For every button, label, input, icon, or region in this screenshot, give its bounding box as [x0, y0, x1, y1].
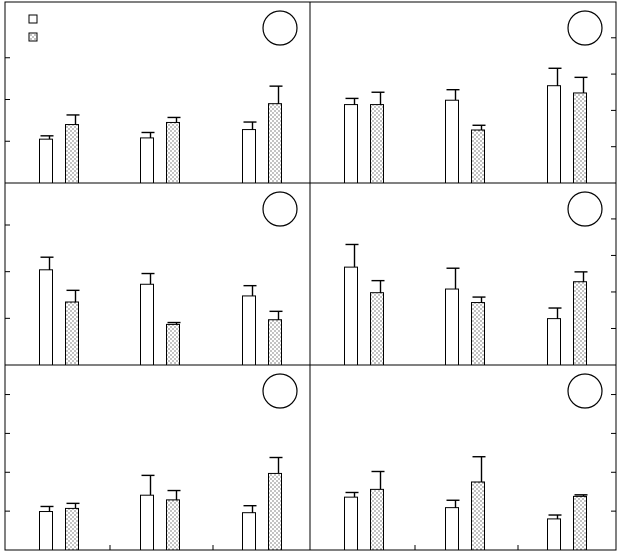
- panel-frame: [309, 364, 617, 551]
- bar-series-1-group-2: [140, 283, 154, 366]
- bar-series-2-group-3: [573, 92, 587, 184]
- chart-panel-3: [4, 182, 311, 366]
- bar-series-1-group-1: [344, 496, 358, 551]
- bar-series-2-group-1: [370, 292, 384, 366]
- bar-series-2-group-1: [370, 488, 384, 551]
- panel-badge: [262, 10, 298, 46]
- chart-panel-2: [309, 1, 617, 184]
- bar-series-1-group-1: [39, 269, 53, 366]
- bar-series-2-group-2: [166, 499, 180, 551]
- legend-swatch-series-2: [28, 32, 38, 42]
- bar-series-2-group-2: [471, 302, 485, 366]
- bar-series-2-group-3: [573, 281, 587, 366]
- chart-panel-1: [4, 1, 311, 184]
- bar-series-2-group-3: [573, 495, 587, 551]
- bar-series-2-group-3: [268, 472, 282, 551]
- legend: [28, 14, 38, 42]
- bar-series-1-group-3: [547, 518, 561, 551]
- bar-series-2-group-3: [268, 319, 282, 366]
- bar-series-1-group-3: [547, 318, 561, 366]
- chart-panel-6: [309, 364, 617, 551]
- panel-badge: [567, 373, 603, 409]
- bar-series-1-group-3: [547, 85, 561, 184]
- bar-series-2-group-2: [471, 481, 485, 551]
- bar-series-1-group-1: [344, 266, 358, 366]
- chart-panel-5: [4, 364, 311, 551]
- bar-series-1-group-3: [242, 512, 256, 551]
- bar-series-2-group-2: [471, 129, 485, 184]
- bar-series-1-group-2: [140, 494, 154, 551]
- bar-series-1-group-3: [242, 129, 256, 184]
- bar-series-2-group-2: [166, 121, 180, 184]
- panel-grid: [4, 1, 617, 551]
- bar-series-2-group-1: [65, 301, 79, 366]
- bar-series-1-group-2: [445, 507, 459, 551]
- bar-series-2-group-1: [65, 507, 79, 551]
- bar-series-1-group-1: [39, 511, 53, 551]
- bar-series-1-group-2: [140, 137, 154, 184]
- bar-series-2-group-2: [166, 323, 180, 366]
- bar-series-2-group-1: [65, 124, 79, 184]
- legend-swatch-series-1: [28, 14, 38, 24]
- bar-series-2-group-1: [370, 104, 384, 184]
- bar-series-1-group-3: [242, 295, 256, 366]
- bar-series-1-group-1: [39, 138, 53, 184]
- panel-badge: [262, 191, 298, 227]
- bar-series-1-group-1: [344, 104, 358, 184]
- panel-badge: [567, 191, 603, 227]
- chart-panel-4: [309, 182, 617, 366]
- bar-series-1-group-2: [445, 99, 459, 184]
- panel-badge: [262, 373, 298, 409]
- bar-series-2-group-3: [268, 103, 282, 184]
- bar-series-1-group-2: [445, 288, 459, 366]
- panel-badge: [567, 10, 603, 46]
